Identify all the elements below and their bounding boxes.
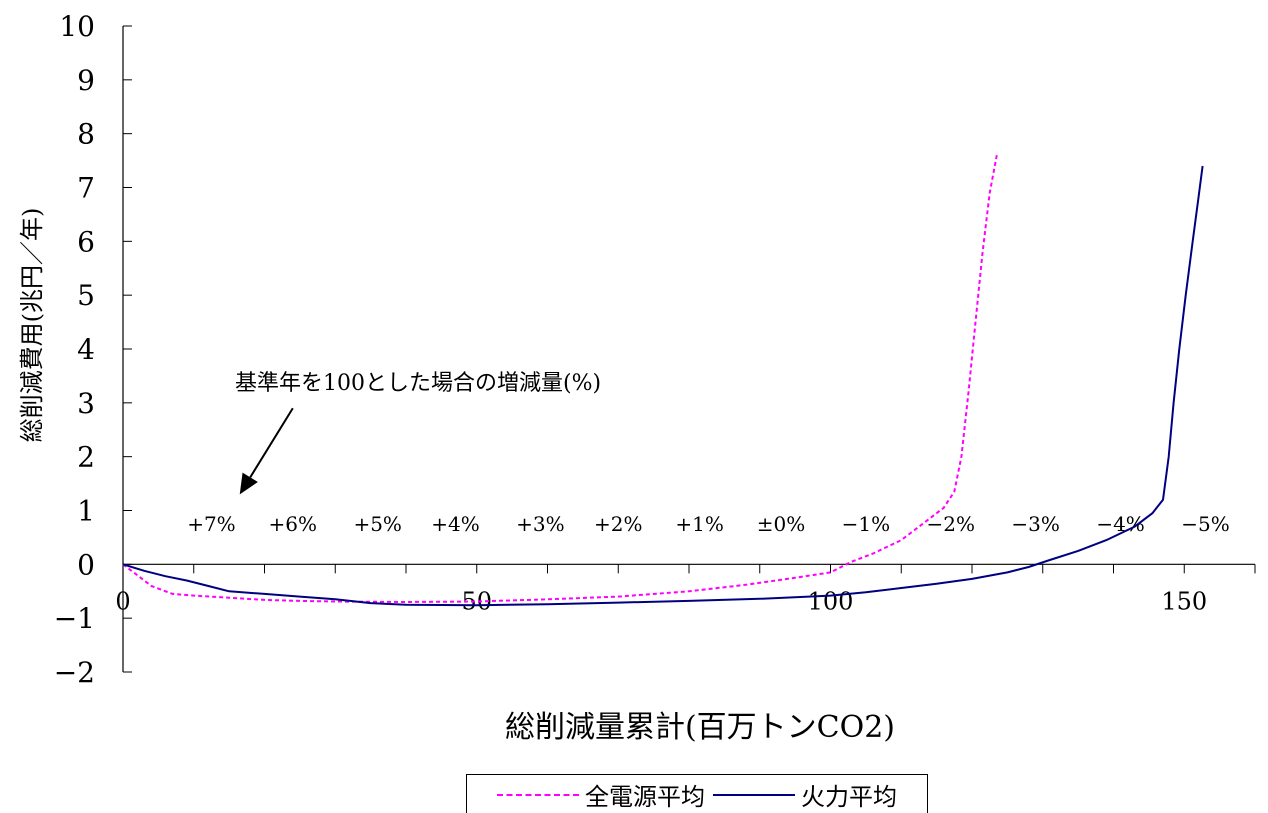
annotation-arrow [249, 407, 294, 478]
x-ticks: 0 50 100 150 [115, 564, 1256, 615]
percent-label: +4% [431, 512, 480, 536]
percent-labels: +7% +6% +5% +4% +3% +2% +1% ±0% −1% −2% −3% −4% −5% [187, 512, 1230, 536]
y-tick-label: 1 [77, 495, 95, 528]
legend-item-all-sources: 全電源平均 [497, 777, 705, 812]
y-tick-label: 0 [77, 548, 95, 581]
y-tick-label: 5 [77, 279, 95, 312]
series-group [122, 155, 1204, 607]
percent-label: −2% [927, 512, 976, 536]
y-tick-label: 2 [77, 441, 95, 474]
annotation-arrowhead [239, 472, 258, 495]
y-tick-label: −2 [54, 656, 95, 689]
x-tick-label: 150 [1161, 587, 1207, 615]
y-tick-label: −1 [54, 602, 95, 635]
legend: 全電源平均 火力平均 [466, 774, 928, 813]
percent-label: +3% [516, 512, 565, 536]
percent-label: +2% [594, 512, 643, 536]
legend-label-all-sources: 全電源平均 [585, 782, 705, 811]
y-axis-title: 総削減費用(兆円／年) [18, 208, 46, 443]
percent-label: +6% [269, 512, 318, 536]
y-tick-label: 9 [77, 64, 95, 97]
legend-swatch-all-sources [497, 794, 579, 796]
percent-label: +5% [353, 512, 402, 536]
percent-label: −5% [1181, 512, 1230, 536]
x-tick-label: 0 [115, 587, 130, 615]
percent-label: +1% [675, 512, 724, 536]
y-tick-label: 4 [77, 333, 95, 366]
x-tick-label: 100 [808, 587, 854, 615]
annotation: 基準年を100とした場合の増減量(%) [235, 371, 601, 495]
percent-label: +7% [187, 512, 236, 536]
y-tick-label: 10 [59, 10, 95, 43]
y-tick-label: 3 [77, 387, 95, 420]
y-tick-label: 6 [77, 225, 95, 258]
y-tick-label: 8 [77, 118, 95, 151]
percent-label: ±0% [757, 512, 806, 536]
legend-swatch-thermal [713, 794, 795, 796]
annotation-text: 基準年を100とした場合の増減量(%) [235, 371, 601, 396]
legend-item-thermal: 火力平均 [713, 777, 897, 812]
percent-label: −3% [1011, 512, 1060, 536]
percent-label: −1% [842, 512, 891, 536]
y-tick-label: 7 [77, 172, 95, 205]
legend-label-thermal: 火力平均 [801, 782, 897, 811]
series-line-thermal [122, 165, 1204, 607]
series-line-all-sources [122, 155, 998, 603]
x-axis-title: 総削減量累計(百万トンCO2) [505, 710, 895, 745]
